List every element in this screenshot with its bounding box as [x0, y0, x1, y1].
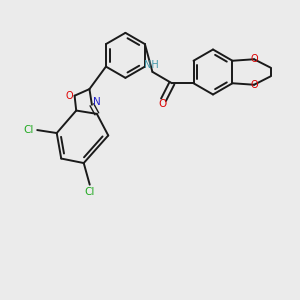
Text: N: N: [93, 98, 101, 107]
Text: Cl: Cl: [85, 187, 95, 197]
Text: O: O: [250, 54, 258, 64]
Text: O: O: [158, 99, 166, 109]
Text: NH: NH: [143, 60, 158, 70]
Text: Cl: Cl: [23, 125, 33, 135]
Text: O: O: [65, 91, 73, 101]
Text: O: O: [250, 80, 258, 90]
